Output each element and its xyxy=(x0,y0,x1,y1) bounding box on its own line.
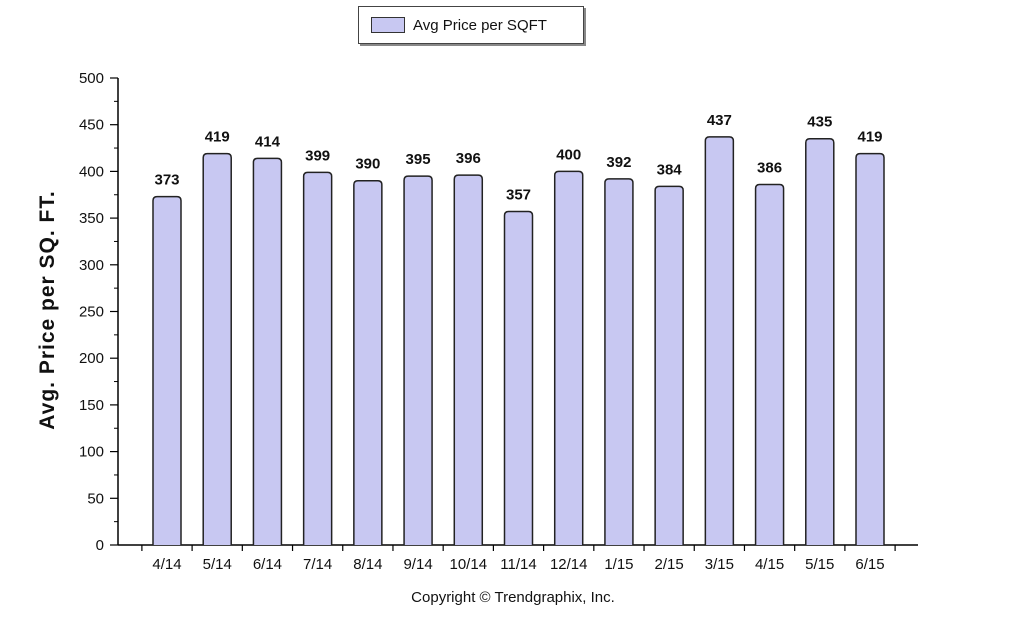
data-label: 390 xyxy=(355,156,380,173)
x-tick-label: 5/15 xyxy=(805,556,834,573)
x-tick-label: 6/14 xyxy=(253,556,282,573)
data-label: 399 xyxy=(305,147,330,164)
y-axis: 0 50 100 150 200 250 300 350 400 450 500 xyxy=(79,70,119,554)
bar xyxy=(553,170,584,545)
y-tick-label: 400 xyxy=(79,163,104,180)
bars xyxy=(152,136,885,545)
y-tick-label: 150 xyxy=(79,397,104,414)
y-tick-label: 250 xyxy=(79,304,104,321)
bar xyxy=(302,171,333,545)
y-tick-label: 200 xyxy=(79,350,104,367)
y-tick-label: 0 xyxy=(96,537,104,554)
data-label: 373 xyxy=(154,172,179,189)
bar xyxy=(503,210,534,545)
x-axis: 4/14 5/14 6/14 7/14 8/14 9/14 10/14 11/14 12/14 1… xyxy=(118,544,918,573)
x-tick-label: 9/14 xyxy=(403,556,432,573)
data-label: 419 xyxy=(205,129,230,146)
data-label: 384 xyxy=(657,161,683,178)
data-label: 435 xyxy=(807,114,832,131)
x-tick-label: 6/15 xyxy=(855,556,884,573)
data-label: 386 xyxy=(757,159,782,176)
data-label: 414 xyxy=(255,133,281,150)
x-tick-label: 5/14 xyxy=(203,556,232,573)
y-tick-label: 50 xyxy=(87,490,104,507)
bar xyxy=(754,183,785,545)
x-tick-label: 3/15 xyxy=(705,556,734,573)
data-label: 437 xyxy=(707,112,732,129)
x-tick-label: 12/14 xyxy=(550,556,588,573)
value-labels: 373 419 414 399 390 395 396 357 400 392 384 437 386 4… xyxy=(154,112,882,204)
y-tick-label: 300 xyxy=(79,257,104,274)
bar xyxy=(805,137,835,545)
legend-swatch xyxy=(371,17,405,33)
bar xyxy=(403,175,433,545)
y-tick-label: 100 xyxy=(79,444,104,461)
x-tick-label: 1/15 xyxy=(604,556,633,573)
bar xyxy=(453,174,484,545)
legend: Avg Price per SQFT xyxy=(358,6,584,44)
bar xyxy=(604,178,634,545)
y-tick-label: 500 xyxy=(79,70,104,87)
bar xyxy=(152,195,182,545)
data-label: 395 xyxy=(406,151,431,168)
x-tick-label: 10/14 xyxy=(450,556,488,573)
bar xyxy=(353,179,383,545)
data-label: 419 xyxy=(857,129,882,146)
x-tick-label: 4/15 xyxy=(755,556,784,573)
data-label: 396 xyxy=(456,150,481,167)
bar xyxy=(704,136,735,545)
x-tick-label: 11/14 xyxy=(500,556,536,573)
x-tick-label: 8/14 xyxy=(353,556,382,573)
copyright-footer: Copyright © Trendgraphix, Inc. xyxy=(411,589,615,606)
x-tick-label: 7/14 xyxy=(303,556,332,573)
y-tick-label: 350 xyxy=(79,210,104,227)
data-label: 357 xyxy=(506,187,531,204)
bar xyxy=(654,185,684,545)
x-tick-label: 2/15 xyxy=(655,556,684,573)
data-label: 392 xyxy=(606,154,631,171)
x-tick-label: 4/14 xyxy=(152,556,181,573)
y-axis-title: Avg. Price per SQ. FT. xyxy=(36,190,59,429)
bar xyxy=(252,157,283,545)
data-label: 400 xyxy=(556,146,581,163)
y-tick-label: 450 xyxy=(79,117,104,134)
bar xyxy=(202,152,232,545)
legend-label: Avg Price per SQFT xyxy=(413,16,547,34)
bar xyxy=(855,152,885,545)
